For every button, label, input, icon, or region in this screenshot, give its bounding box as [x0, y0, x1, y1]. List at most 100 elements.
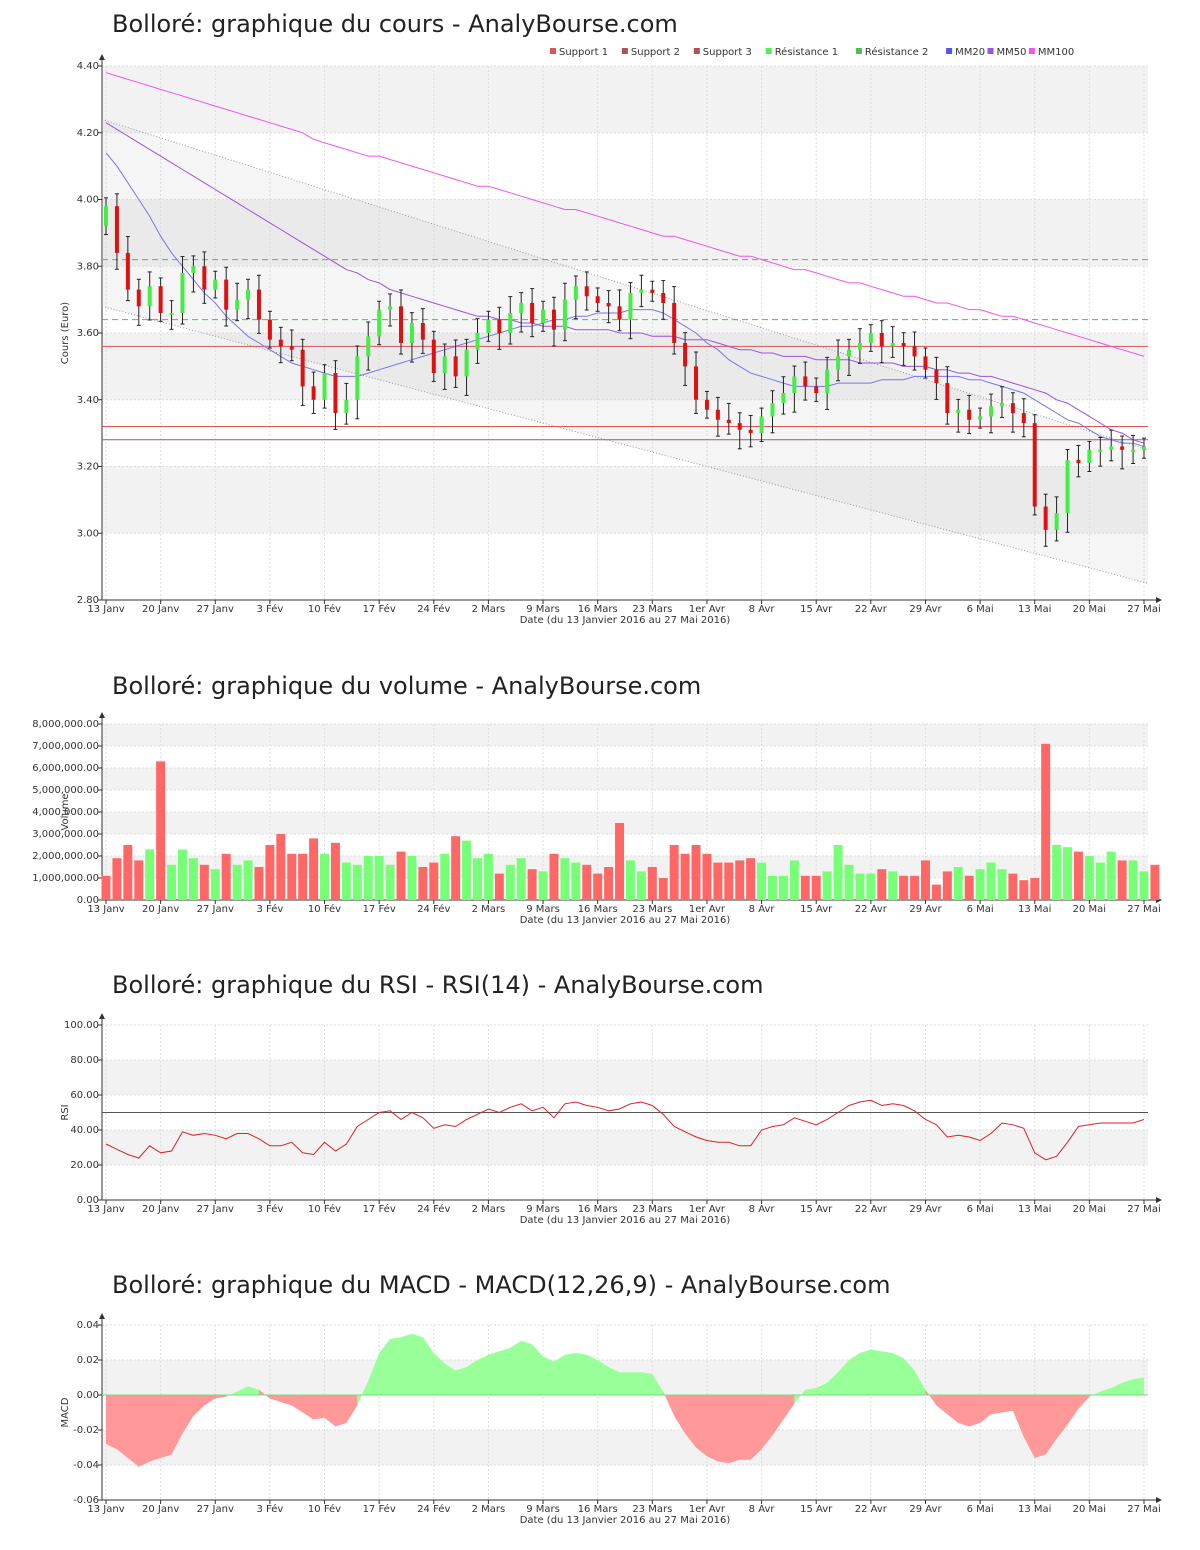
- y-tick-label: 0.04: [77, 1320, 99, 1331]
- legend-swatch: [987, 48, 994, 54]
- volume-bar: [188, 858, 198, 900]
- volume-bar: [702, 853, 712, 900]
- y-axis-label: MACD: [60, 1397, 71, 1427]
- x-tick-label: 6 Mai: [967, 604, 994, 615]
- volume-bar: [571, 862, 581, 900]
- y-tick-label: 40.00: [70, 1125, 99, 1136]
- volume-bar: [385, 864, 395, 900]
- volume-bar: [986, 862, 996, 900]
- y-tick-label: 8,000,000.00: [32, 719, 99, 730]
- candle-body: [748, 429, 753, 434]
- volume-bar: [330, 842, 340, 900]
- y-tick-label: 6,000,000.00: [32, 763, 99, 774]
- volume-bar: [647, 867, 657, 900]
- legend-swatch: [855, 48, 862, 54]
- x-tick-label: 3 Fév: [256, 603, 283, 615]
- volume-bar: [429, 862, 439, 900]
- x-tick-label: 13 Mai: [1018, 1204, 1051, 1215]
- legend-swatch: [1028, 48, 1035, 54]
- macd-positive-area: [1089, 1377, 1144, 1397]
- volume-bar: [877, 869, 887, 900]
- y-tick-label: 3.80: [77, 261, 99, 272]
- volume-bar: [746, 858, 756, 900]
- candle-body: [1076, 459, 1081, 464]
- grid-band: [102, 724, 1148, 746]
- candle-body: [792, 376, 797, 394]
- candle-body: [661, 292, 666, 303]
- macd-negative-area: [925, 1389, 1090, 1458]
- x-tick-label: 9 Mars: [526, 604, 560, 615]
- x-tick-label: 20 Janv: [142, 904, 179, 915]
- x-tick-label: 16 Mars: [578, 604, 618, 615]
- x-tick-label: 9 Mars: [526, 1204, 560, 1215]
- candle-body: [442, 356, 447, 374]
- volume-bar: [265, 845, 275, 900]
- legend-label: Résistance 1: [775, 46, 838, 58]
- volume-bar: [669, 845, 679, 900]
- grid-band: [102, 856, 1148, 878]
- x-tick-label: 10 Fév: [308, 1503, 341, 1515]
- candle-body: [1054, 513, 1059, 530]
- volume-chart: 0.00 1,000,000.00 2,000,000.00 3,000,000.00…: [32, 712, 1162, 926]
- candle-body: [639, 289, 644, 293]
- x-tick-label: 27 Mai: [1127, 904, 1160, 915]
- macd-positive-area: [226, 1386, 259, 1397]
- rsi-chart: 0.00 20.00 40.00 60.00 80.00 100.00 13 Janv 20 …: [60, 1013, 1162, 1226]
- legend-swatch: [765, 48, 772, 54]
- candle-body: [202, 266, 207, 290]
- volume-bar: [997, 869, 1007, 900]
- legend-label: MM100: [1038, 47, 1074, 58]
- x-tick-label: 10 Fév: [308, 903, 341, 915]
- x-tick-label: 13 Janv: [87, 604, 124, 615]
- volume-bar: [101, 875, 111, 900]
- volume-bar: [483, 853, 493, 900]
- candle-body: [322, 373, 327, 400]
- trend-channel: [102, 119, 1148, 584]
- volume-bar: [768, 875, 777, 900]
- candle-body: [1032, 423, 1037, 507]
- volume-bar: [1019, 880, 1029, 900]
- candle-body: [562, 299, 567, 330]
- x-tick-label: 9 Mars: [526, 1504, 560, 1515]
- volume-bar: [625, 860, 635, 900]
- volume-bar: [735, 860, 745, 900]
- candle-body: [114, 206, 119, 253]
- candle-body: [125, 252, 130, 290]
- x-tick-label: 16 Mars: [578, 904, 618, 915]
- candle-body: [104, 206, 108, 227]
- mm50-line: [105, 122, 1145, 444]
- y-tick-label: 5,000,000.00: [32, 785, 99, 796]
- volume-bar: [473, 858, 482, 900]
- volume-bar: [833, 845, 843, 900]
- candle-body: [224, 279, 229, 310]
- candle-body: [453, 356, 458, 377]
- price-chart-title: Bolloré: graphique du cours - AnalyBours…: [112, 10, 678, 38]
- x-tick-label: 15 Avr: [800, 1204, 833, 1215]
- volume-bar: [396, 851, 406, 900]
- candle-body: [989, 406, 994, 417]
- volume-bar: [604, 867, 614, 900]
- x-axis-label: Date (du 13 Janvier 2016 au 27 Mai 2016): [520, 1215, 731, 1226]
- volume-bar: [899, 875, 909, 900]
- y-axis-label: Cours (Euro): [60, 302, 71, 365]
- volume-bar: [1150, 864, 1160, 900]
- legend-label: Support 2: [631, 47, 680, 58]
- candle-body: [857, 343, 862, 350]
- y-tick-label: -0.06: [73, 1495, 99, 1506]
- y-axis-arrow: [99, 54, 105, 60]
- x-tick-label: 20 Janv: [142, 604, 179, 615]
- x-tick-label: 27 Mai: [1127, 1204, 1160, 1215]
- x-axis-label: Date (du 13 Janvier 2016 au 27 Mai 2016): [520, 915, 731, 926]
- volume-bar: [210, 869, 220, 900]
- volume-bar: [232, 864, 242, 900]
- volume-bar: [964, 875, 974, 900]
- candle-body: [475, 333, 480, 350]
- candle-body: [366, 336, 371, 357]
- x-tick-label: 13 Mai: [1018, 604, 1051, 615]
- x-tick-label: 29 Avr: [909, 1204, 942, 1215]
- x-tick-label: 8 Avr: [749, 604, 776, 615]
- candle-body: [333, 373, 338, 414]
- candle-body: [180, 272, 185, 313]
- macd-positive-area: [794, 1349, 926, 1404]
- volume-chart-title: Bolloré: graphique du volume - AnalyBour…: [112, 672, 702, 700]
